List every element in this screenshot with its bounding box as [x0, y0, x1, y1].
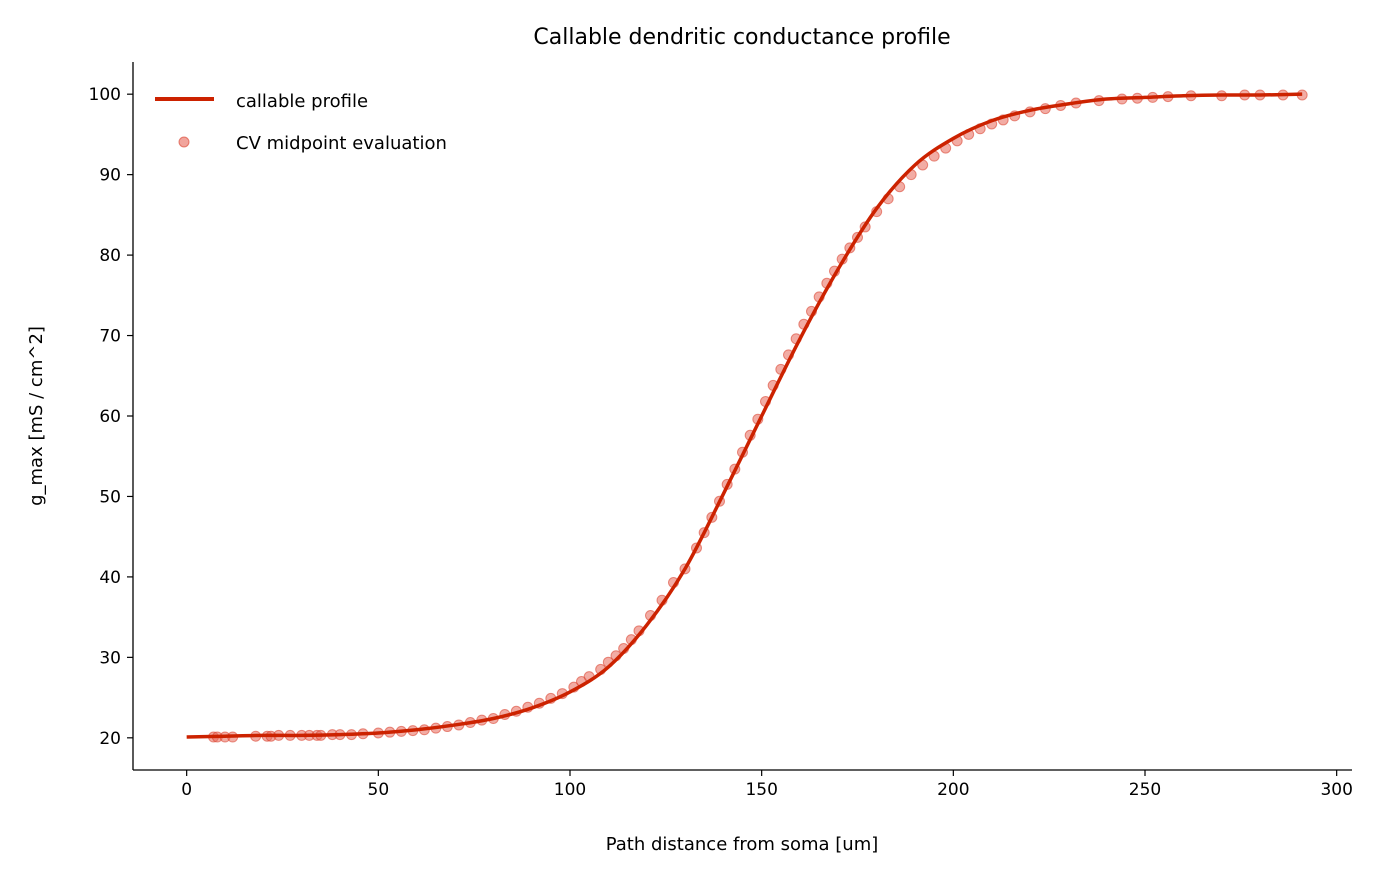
- x-tick-label: 200: [937, 780, 969, 800]
- y-tick-label: 90: [99, 166, 121, 186]
- y-tick-label: 40: [99, 568, 121, 588]
- legend-marker-swatch: [178, 136, 190, 148]
- x-tick-label: 50: [368, 780, 390, 800]
- x-tick-label: 0: [181, 780, 192, 800]
- y-tick-label: 60: [99, 407, 121, 427]
- x-tick-label: 100: [554, 780, 586, 800]
- y-axis-label: g_max [mS / cm^2]: [26, 326, 47, 506]
- legend-label-cv: CV midpoint evaluation: [236, 133, 447, 154]
- y-tick-label: 50: [99, 487, 121, 507]
- x-axis-label: Path distance from soma [um]: [606, 834, 879, 855]
- legend-label-profile: callable profile: [236, 91, 368, 112]
- plot-marks: [186, 89, 1308, 743]
- y-tick-label: 80: [99, 246, 121, 266]
- x-tick-label: 300: [1320, 780, 1352, 800]
- x-axis-ticks: 0 50 100 150 200 250 300: [181, 770, 1353, 800]
- x-tick-label: 150: [745, 780, 777, 800]
- x-tick-label: 250: [1129, 780, 1161, 800]
- y-tick-label: 100: [89, 85, 121, 105]
- callable-profile-line: [186, 92, 1303, 739]
- y-tick-label: 30: [99, 648, 121, 668]
- y-tick-label: 20: [99, 729, 121, 749]
- y-tick-label: 70: [99, 327, 121, 347]
- chart-title: Callable dendritic conductance profile: [533, 25, 950, 50]
- legend: callable profile CV midpoint evaluation: [155, 91, 447, 154]
- y-axis-ticks: 20 30 40 50 60 70 80 90 100: [89, 85, 133, 749]
